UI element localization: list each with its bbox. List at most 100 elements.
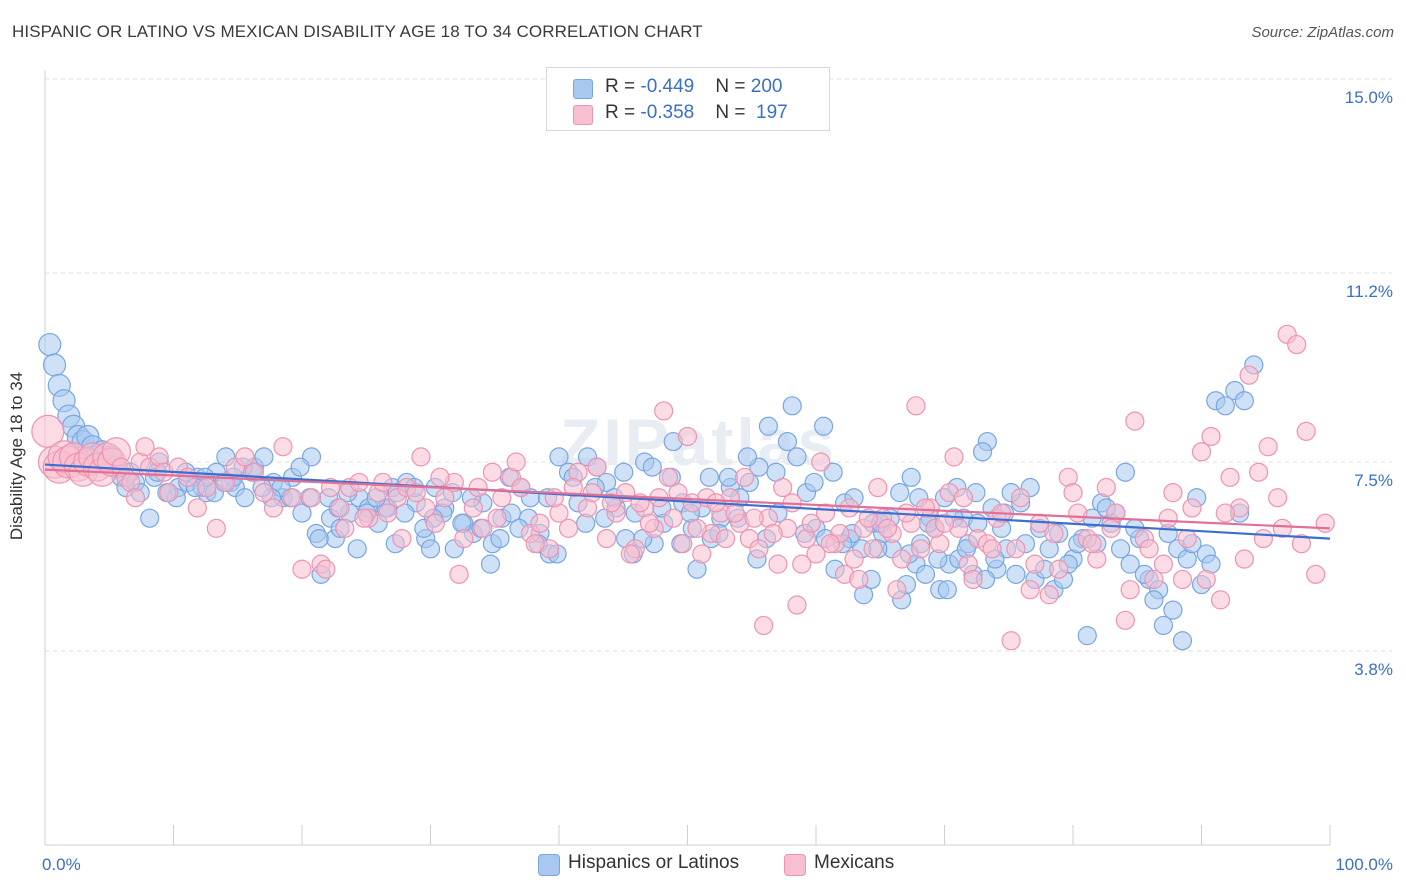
data-point-mexican <box>582 483 602 503</box>
data-point-mexican <box>687 518 707 538</box>
data-point-hispanic <box>972 442 993 462</box>
data-point-mexican <box>473 518 493 538</box>
data-point-hispanic <box>787 447 807 467</box>
data-point-hispanic <box>642 457 662 477</box>
data-point-mexican <box>454 528 474 549</box>
data-point-mexican <box>915 498 936 518</box>
data-point-mexican <box>663 508 683 528</box>
legend-n-value: 197 <box>750 102 788 123</box>
data-point-mexican <box>1234 549 1254 569</box>
data-point-mexican <box>654 401 674 421</box>
data-point-hispanic <box>347 539 367 559</box>
data-point-mexican <box>1011 488 1031 508</box>
bottom-legend-swatch-hispanic <box>538 854 560 876</box>
data-point-mexican <box>301 488 322 508</box>
data-point-mexican <box>525 534 545 554</box>
data-point-hispanic <box>1215 396 1235 416</box>
data-point-mexican <box>330 498 350 518</box>
data-point-mexican <box>735 467 755 487</box>
legend-swatch-mexican <box>573 105 593 125</box>
data-point-hispanic <box>480 554 501 574</box>
data-point-mexican <box>934 513 955 533</box>
data-point-mexican <box>763 523 783 544</box>
data-point-mexican <box>596 528 617 549</box>
data-point-mexican <box>544 488 564 508</box>
data-point-hispanic <box>782 396 802 416</box>
data-point-mexican <box>1163 483 1183 503</box>
data-point-mexican <box>877 518 897 538</box>
source-label: Source: ZipAtlas.com <box>1251 24 1394 41</box>
data-point-mexican <box>1063 483 1083 503</box>
data-point-mexican <box>563 477 583 498</box>
data-point-mexican <box>1001 631 1021 651</box>
data-point-hispanic <box>490 528 510 549</box>
data-point-mexican <box>839 498 859 518</box>
data-point-mexican <box>135 437 155 457</box>
data-point-hispanic <box>1115 462 1135 482</box>
data-point-mexican <box>1220 467 1240 487</box>
data-point-mexican <box>963 569 983 590</box>
legend-r-value: -0.358 <box>640 102 695 123</box>
data-point-hispanic <box>804 472 824 493</box>
data-point-mexican <box>558 518 579 538</box>
data-point-hispanic <box>901 467 921 487</box>
data-point-hispanic <box>42 353 67 377</box>
data-point-mexican <box>1006 539 1026 559</box>
data-point-hispanic <box>1110 539 1131 559</box>
data-point-mexican <box>1172 569 1193 590</box>
bottom-legend-label: Mexicans <box>814 852 895 873</box>
data-point-mexican <box>982 539 1002 559</box>
data-point-hispanic <box>1144 590 1164 610</box>
data-point-mexican <box>749 539 769 559</box>
data-point-mexican <box>425 513 445 533</box>
data-point-mexican <box>744 508 764 528</box>
bottom-legend-label: Hispanics or Latinos <box>568 852 740 873</box>
data-point-mexican <box>1139 539 1159 559</box>
data-point-mexican <box>801 513 821 533</box>
data-point-mexican <box>1291 534 1312 554</box>
data-point-mexican <box>1215 503 1235 523</box>
data-point-mexican <box>1020 580 1040 600</box>
data-point-hispanic <box>549 447 569 467</box>
data-point-hispanic <box>699 467 719 487</box>
y-tick-label: 3.8% <box>1354 660 1393 679</box>
data-point-hispanic <box>309 528 329 549</box>
data-point-mexican <box>449 564 469 584</box>
x-tick-label: 100.0% <box>1335 855 1393 874</box>
data-point-mexican <box>530 513 550 533</box>
data-point-mexican <box>1249 462 1269 482</box>
data-point-mexican <box>1158 508 1178 528</box>
legend-n-value: 200 <box>750 76 783 97</box>
data-point-hispanic <box>140 508 160 528</box>
data-point-mexican <box>1296 421 1316 441</box>
data-point-mexican <box>1049 559 1069 579</box>
data-point-mexican <box>715 528 736 549</box>
data-point-mexican <box>1120 580 1140 600</box>
legend-r-value: -0.449 <box>640 76 695 97</box>
data-point-mexican <box>953 488 974 508</box>
data-point-mexican <box>1201 426 1221 447</box>
data-point-mexican <box>468 477 488 498</box>
data-point-hispanic <box>1163 600 1183 620</box>
data-point-mexican <box>1068 503 1088 523</box>
data-point-mexican <box>639 513 660 533</box>
data-point-mexican <box>1096 477 1116 498</box>
data-point-mexican <box>487 508 507 528</box>
data-point-mexican <box>335 518 355 538</box>
data-point-mexican <box>1210 590 1231 610</box>
data-point-mexican <box>1039 585 1059 605</box>
legend-n-label: N = <box>715 76 751 97</box>
data-point-mexican <box>820 534 840 554</box>
data-point-hispanic <box>292 503 312 523</box>
data-point-hispanic <box>758 416 779 436</box>
data-point-mexican <box>787 595 807 615</box>
data-point-mexican <box>944 447 964 467</box>
data-point-mexican <box>354 508 374 528</box>
data-point-hispanic <box>737 447 758 467</box>
y-tick-label: 7.5% <box>1354 471 1393 490</box>
y-tick-label: 15.0% <box>1345 88 1393 107</box>
data-point-mexican <box>858 508 878 528</box>
data-point-hispanic <box>1077 626 1097 646</box>
data-point-mexican <box>392 528 412 549</box>
